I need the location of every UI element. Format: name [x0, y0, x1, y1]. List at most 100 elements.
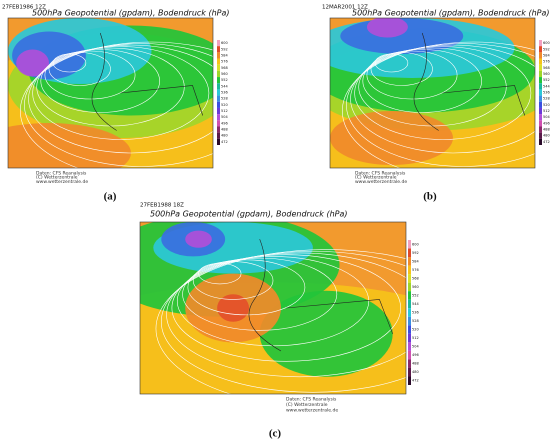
colorbar-label: 488 [412, 362, 419, 366]
colorbar-label: 600 [543, 41, 550, 45]
field-region [330, 111, 453, 165]
credit: www.wetterzentrale.de [355, 179, 407, 185]
colorbar-label: 568 [412, 276, 419, 280]
colorbar-label: 592 [412, 251, 419, 255]
colorbar-swatch [408, 368, 411, 377]
colorbar-label: 496 [221, 121, 228, 125]
colorbar-label: 512 [412, 336, 419, 340]
colorbar-label: 560 [412, 285, 419, 289]
colorbar-label: 504 [543, 115, 550, 119]
colorbar-label: 528 [543, 97, 550, 101]
colorbar-swatch [539, 65, 542, 71]
colorbar-swatch [408, 257, 411, 266]
colorbar-label: 576 [412, 268, 419, 272]
colorbar-swatch [217, 114, 220, 120]
colorbar-swatch [217, 40, 220, 46]
colorbar-label: 600 [221, 41, 228, 45]
field-region [217, 294, 249, 322]
colorbar-label: 480 [412, 370, 419, 374]
caption: (a) [104, 191, 117, 203]
colorbar-swatch [217, 108, 220, 114]
colorbar-label: 584 [412, 259, 419, 263]
colorbar-label: 488 [221, 128, 228, 132]
colorbar-swatch [408, 376, 411, 385]
colorbar-swatch [408, 283, 411, 292]
colorbar-swatch [408, 308, 411, 317]
colorbar-swatch [408, 351, 411, 360]
colorbar-swatch [539, 40, 542, 46]
colorbar-swatch [217, 126, 220, 132]
colorbar-swatch [217, 96, 220, 102]
colorbar-swatch [539, 52, 542, 58]
colorbar-swatch [539, 59, 542, 65]
colorbar-label: 552 [221, 78, 228, 82]
colorbar-swatch [408, 291, 411, 300]
colorbar-label: 576 [221, 60, 228, 64]
colorbar-label: 504 [221, 115, 228, 119]
colorbar-label: 488 [543, 128, 550, 132]
colorbar-swatch [408, 334, 411, 343]
map-title: 500hPa Geopotential (gpdam), Bodendruck … [150, 210, 348, 219]
colorbar-label: 496 [412, 353, 419, 357]
colorbar-swatch [408, 317, 411, 326]
colorbar-label: 528 [412, 319, 419, 323]
colorbar-label: 552 [412, 293, 419, 297]
colorbar-swatch [408, 249, 411, 258]
colorbar-label: 544 [412, 302, 419, 306]
credit: (C) Wetterzentrale [286, 402, 328, 408]
map-title: 500hPa Geopotential (gpdam), Bodendruck … [32, 9, 230, 18]
colorbar-swatch [217, 59, 220, 65]
colorbar-swatch [217, 77, 220, 83]
colorbar-label: 496 [543, 121, 550, 125]
caption: (c) [269, 428, 282, 440]
colorbar-label: 480 [221, 134, 228, 138]
colorbar-label: 504 [412, 345, 419, 349]
colorbar-label: 584 [543, 53, 550, 57]
colorbar-swatch [217, 52, 220, 58]
colorbar-label: 536 [543, 91, 550, 95]
colorbar-swatch [217, 139, 220, 145]
credit: www.wetterzentrale.de [36, 179, 88, 185]
colorbar-label: 520 [412, 328, 419, 332]
colorbar-label: 560 [221, 72, 228, 76]
colorbar-swatch [539, 71, 542, 77]
colorbar-label: 512 [221, 109, 228, 113]
colorbar-swatch [539, 89, 542, 95]
colorbar-label: 536 [412, 311, 419, 315]
colorbar-swatch [539, 96, 542, 102]
colorbar-swatch [408, 300, 411, 309]
colorbar-label: 544 [221, 84, 228, 88]
caption: (b) [423, 191, 437, 203]
colorbar-swatch [408, 359, 411, 368]
colorbar-swatch [217, 133, 220, 139]
colorbar-swatch [539, 126, 542, 132]
colorbar-label: 592 [543, 47, 550, 51]
field-region [367, 17, 408, 38]
colorbar-swatch [217, 102, 220, 108]
colorbar-swatch [539, 139, 542, 145]
colorbar-label: 552 [543, 78, 550, 82]
colorbar-label: 568 [221, 66, 228, 70]
colorbar-swatch [217, 120, 220, 126]
field-region [16, 50, 49, 77]
colorbar-swatch [217, 89, 220, 95]
colorbar-label: 512 [543, 109, 550, 113]
colorbar-swatch [539, 83, 542, 89]
colorbar-swatch [539, 133, 542, 139]
colorbar-label: 472 [543, 140, 550, 144]
colorbar-label: 576 [543, 60, 550, 64]
colorbar-swatch [408, 266, 411, 275]
colorbar-label: 520 [543, 103, 550, 107]
colorbar-swatch [539, 102, 542, 108]
colorbar-label: 600 [412, 242, 419, 246]
field-region [185, 231, 212, 248]
colorbar-label: 544 [543, 84, 550, 88]
colorbar-swatch [408, 325, 411, 334]
colorbar-label: 560 [543, 72, 550, 76]
colorbar-swatch [539, 108, 542, 114]
map-title: 500hPa Geopotential (gpdam), Bodendruck … [352, 9, 550, 18]
